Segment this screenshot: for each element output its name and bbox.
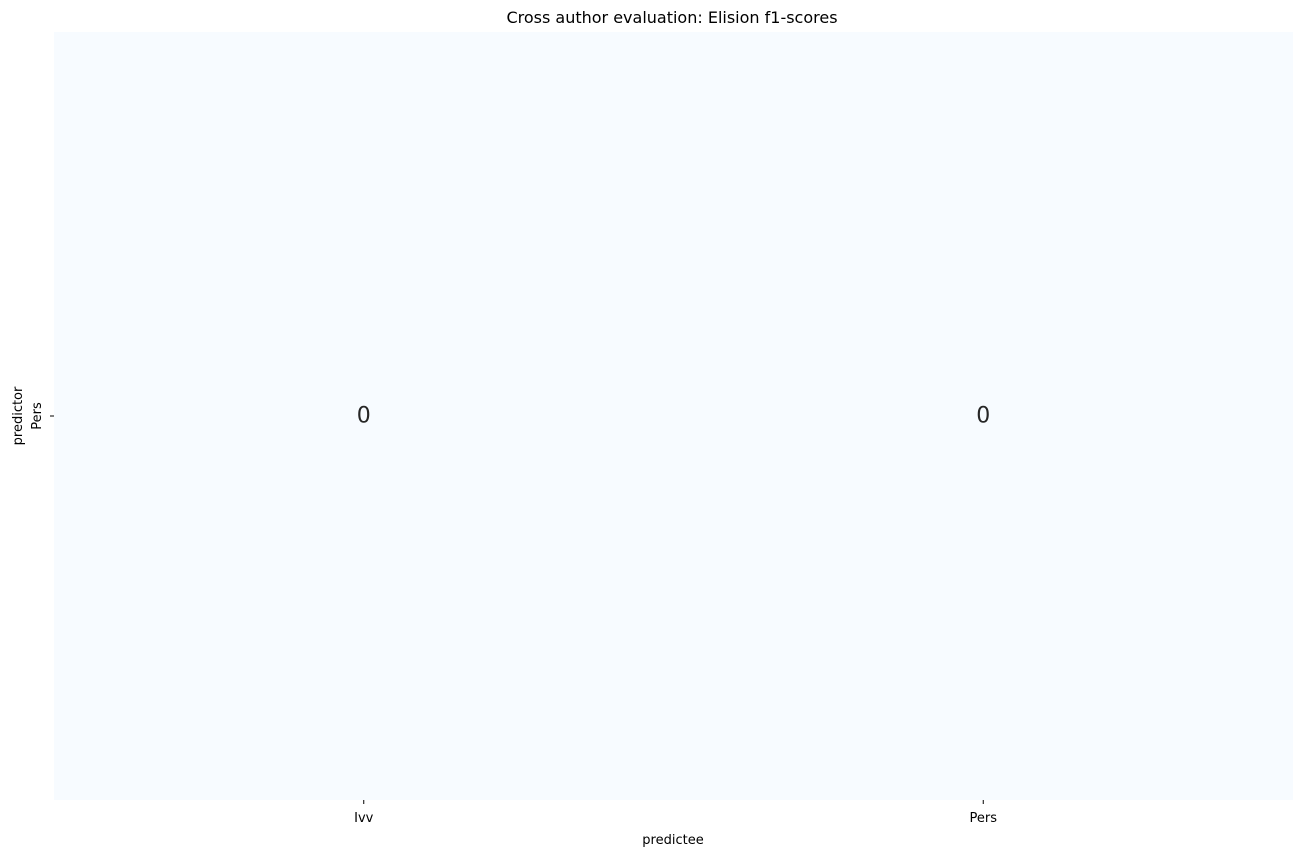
heatmap-cell bbox=[54, 32, 674, 800]
cell-value-label: 0 bbox=[976, 404, 990, 429]
heatmap-cells bbox=[54, 32, 1293, 800]
x-tick-label: Pers bbox=[970, 811, 998, 826]
heatmap-cell bbox=[673, 32, 1293, 800]
x-axis-label: predictee bbox=[642, 833, 703, 848]
x-axis-ticks: Ivv Pers bbox=[354, 800, 997, 826]
cell-value-label: 0 bbox=[357, 404, 371, 429]
y-tick-label: Pers bbox=[30, 402, 45, 430]
y-axis-label: predictor bbox=[11, 386, 26, 445]
y-axis-ticks: Pers bbox=[30, 402, 54, 430]
x-tick-label: Ivv bbox=[354, 811, 374, 826]
chart-title: Cross author evaluation: Elision f1-scor… bbox=[506, 8, 837, 27]
